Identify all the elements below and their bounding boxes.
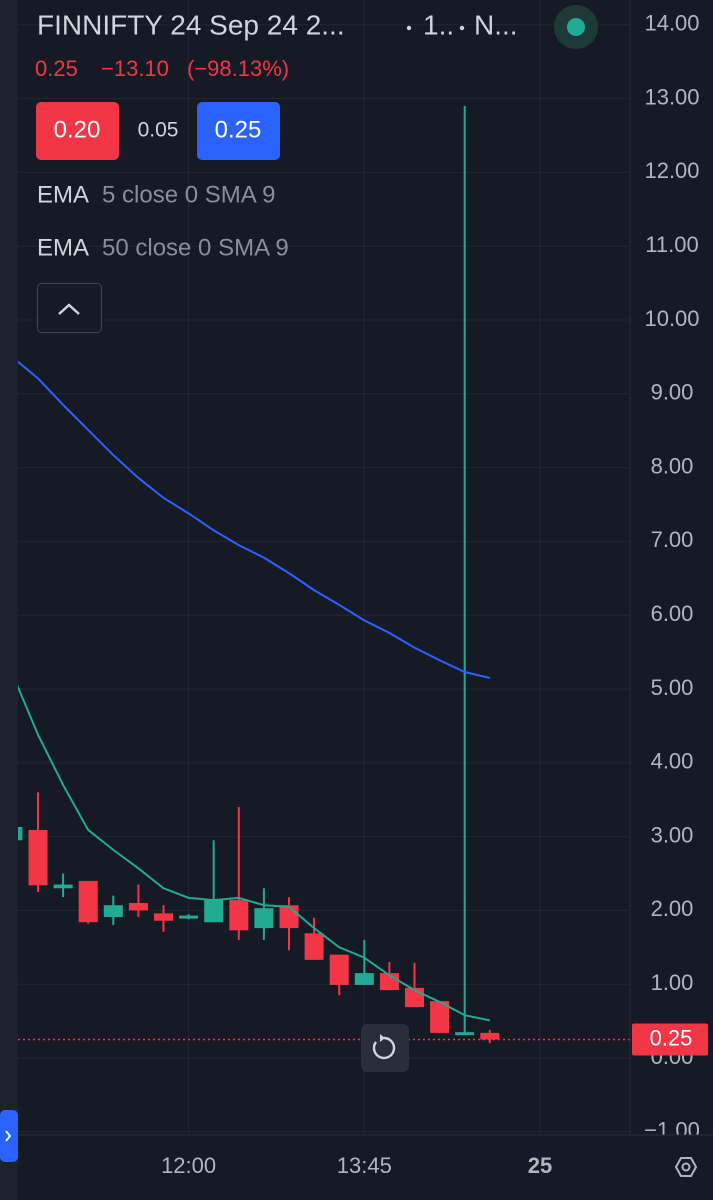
- candle-body: [279, 905, 299, 929]
- ask: 0.25: [215, 116, 262, 143]
- candle-body: [154, 913, 173, 921]
- candle-body: [179, 915, 199, 919]
- header: FINNIFTY 24 Sep 24 2... 1.. N... 0.25 −1…: [35, 5, 598, 333]
- last-price-tag: [632, 1023, 708, 1056]
- x-tick-label: 12:00: [161, 1153, 216, 1178]
- last-price: 0.25: [35, 56, 78, 81]
- y-tick-label: 7.00: [651, 527, 694, 552]
- x-tick-label: 25: [528, 1153, 552, 1178]
- ema-line: [18, 684, 491, 1022]
- symbol: FINNIFTY 24 Sep 24 2...: [37, 9, 345, 40]
- candle-body: [304, 933, 324, 960]
- indicator-params: 50 close 0 SMA 9: [102, 234, 289, 261]
- candle-body: [455, 1032, 475, 1036]
- bid: 0.20: [54, 116, 101, 143]
- x-tick-label: 13:45: [337, 1153, 392, 1178]
- buy-button[interactable]: [197, 102, 280, 160]
- y-tick-label: 13.00: [644, 84, 699, 109]
- separator: [406, 25, 412, 31]
- change-percent: (−98.13%): [187, 56, 289, 81]
- y-tick-label: 2.00: [651, 896, 694, 921]
- indicator-params: 5 close 0 SMA 9: [102, 181, 275, 208]
- reset-button[interactable]: [361, 1024, 409, 1072]
- candle-body: [480, 1032, 500, 1040]
- sidebar: [0, 0, 18, 1200]
- spread: 0.05: [138, 119, 179, 142]
- settings-icon[interactable]: [674, 1157, 698, 1177]
- interval: 1..: [423, 9, 454, 40]
- y-tick-label: 3.00: [651, 822, 694, 847]
- exchange: N...: [474, 9, 518, 40]
- y-tick-label: 6.00: [651, 601, 694, 626]
- last-price-label: 0.25: [650, 1025, 693, 1050]
- candle-body: [128, 903, 148, 911]
- ema-line: [18, 360, 491, 679]
- candle-body: [103, 905, 123, 918]
- y-tick-label: 1.00: [651, 970, 694, 995]
- collapse-icon: [58, 303, 80, 315]
- indicator-name: EMA: [37, 234, 89, 261]
- candle-body: [28, 829, 48, 886]
- y-tick-label: 12.00: [644, 158, 699, 183]
- sell-button[interactable]: [36, 102, 119, 160]
- y-tick-label: −1.00: [644, 1118, 700, 1143]
- y-tick-label: 9.00: [651, 380, 694, 405]
- y-tick-label: 11.00: [645, 232, 698, 257]
- indicator-name: EMA: [37, 181, 89, 208]
- y-tick-label: 14.00: [644, 11, 699, 36]
- candle-body: [254, 908, 274, 929]
- candle-body: [18, 827, 23, 841]
- candle-body: [229, 900, 249, 931]
- reset-icon: [380, 1034, 385, 1042]
- y-tick-label: 10.00: [644, 306, 699, 331]
- y-tick-label: 4.00: [651, 749, 694, 774]
- separator: [459, 25, 465, 31]
- toggle-icon: [5, 1130, 12, 1142]
- y-tick-label: 8.00: [651, 453, 694, 478]
- status-dot: [567, 18, 585, 36]
- change: −13.10: [101, 56, 169, 81]
- candle-body: [204, 900, 224, 923]
- collapse-button[interactable]: [37, 283, 102, 333]
- candle-body: [329, 954, 349, 985]
- candle-body: [354, 973, 374, 985]
- reset-icon: [372, 1036, 396, 1060]
- settings-icon: [681, 1162, 691, 1172]
- y-tick-label: 5.00: [651, 675, 694, 700]
- candle-body: [430, 1001, 450, 1033]
- candle-body: [53, 884, 73, 889]
- candle-body: [78, 880, 98, 923]
